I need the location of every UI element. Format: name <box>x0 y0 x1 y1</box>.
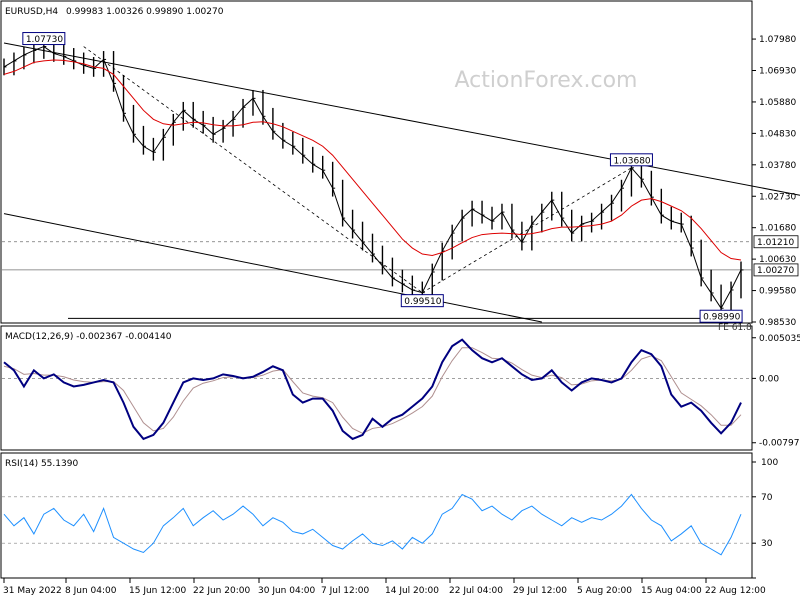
price-y-tick-label: 1.05880 <box>759 98 796 108</box>
x-axis: 31 May 2022 8 Jun 04:00 15 Jun 12:00 22 Jun… <box>3 578 766 596</box>
price-panel <box>0 0 753 324</box>
rsi-y-tick-label: 70 <box>761 493 773 503</box>
price-level-box <box>753 235 799 249</box>
fib-projection-line <box>422 167 632 294</box>
rsi-line <box>3 493 742 556</box>
macd-axis: 0.005035 0.00 -0.007973 <box>2 334 800 449</box>
rsi-series <box>3 493 742 556</box>
x-tick-label: 7 Jul 12:00 <box>321 586 370 596</box>
rsi-y-tick-label: 30 <box>761 539 773 549</box>
price-level-box <box>753 263 799 277</box>
macd-y-tick-label: 0.005035 <box>759 334 800 344</box>
price-y-tick-label: 1.00630 <box>759 255 796 265</box>
rsi-panel <box>0 452 753 579</box>
x-tick-label: 14 Jul 20:00 <box>385 586 439 596</box>
price-reference-lines: 1.01210 1.00270 <box>2 235 799 319</box>
x-tick-label: 15 Aug 04:00 <box>641 586 702 596</box>
macd-series <box>3 338 742 441</box>
price-annotation-box <box>22 32 66 46</box>
rsi-title: RSI(14) 55.1390 <box>5 459 78 469</box>
x-tick-label: 8 Jun 04:00 <box>65 586 117 596</box>
macd-panel <box>0 325 753 451</box>
price-annotation-label: FE 61.8 <box>718 323 752 333</box>
price-y-tick-label: 1.02730 <box>759 192 796 202</box>
price-y-tick-label: 1.01680 <box>759 224 796 234</box>
price-annotation-box <box>699 309 743 323</box>
price-y-tick-label: 1.03780 <box>759 161 796 171</box>
channel-trend-line <box>3 213 542 323</box>
x-tick-label: 5 Aug 20:00 <box>577 586 632 596</box>
price-annotation-label: 1.07730 <box>26 35 63 45</box>
price-y-tick-label: 1.04830 <box>759 129 796 139</box>
x-tick-label: 22 Jul 04:00 <box>449 586 503 596</box>
price-series <box>3 38 744 317</box>
price-annotation-label: 0.99510 <box>404 297 441 307</box>
price-y-tick-label: 1.07980 <box>759 35 796 45</box>
x-tick-label: 30 Jun 04:00 <box>258 586 315 596</box>
chart-ohlc: 0.99983 1.00326 0.99890 1.00270 <box>66 7 224 17</box>
channel-trend-line <box>3 42 800 196</box>
price-y-tick-label: 0.98530 <box>759 318 796 328</box>
macd-line <box>3 338 742 441</box>
rsi-y-tick-label: 100 <box>761 458 778 468</box>
price-annotation-box <box>609 153 653 167</box>
chart-symbol: EURUSD,H4 <box>5 7 58 17</box>
rsi-axis: 100 70 30 <box>2 458 778 579</box>
moving-average-line <box>3 59 742 261</box>
price-y-tick-label: 0.99580 <box>759 287 796 297</box>
price-axis: 1.07980 1.06930 1.05880 1.04830 1.03780 1.027… <box>752 35 796 328</box>
macd-y-tick-label: -0.007973 <box>759 439 800 449</box>
macd-y-tick-label: 0.00 <box>759 374 779 384</box>
macd-title: MACD(12,26,9) -0.002367 -0.004140 <box>5 332 172 342</box>
x-tick-label: 15 Jun 12:00 <box>129 586 186 596</box>
trend-lines <box>3 42 800 323</box>
price-annotation-label: 1.03680 <box>613 156 650 166</box>
price-y-tick-label: 1.06930 <box>759 67 796 77</box>
price-level-label: 1.00270 <box>757 266 794 276</box>
x-tick-label: 31 May 2022 <box>3 586 62 596</box>
x-tick-label: 22 Aug 12:00 <box>705 586 766 596</box>
price-close-line <box>3 45 742 310</box>
watermark: ActionForex.com <box>455 68 638 93</box>
price-annotation-box <box>400 294 444 308</box>
x-tick-label: 29 Jul 12:00 <box>513 586 567 596</box>
price-annotation-label: 0.98990 <box>703 313 740 323</box>
price-level-label: 1.01210 <box>757 238 794 248</box>
fib-projection-line <box>83 46 423 293</box>
x-tick-label: 22 Jun 20:00 <box>193 586 250 596</box>
